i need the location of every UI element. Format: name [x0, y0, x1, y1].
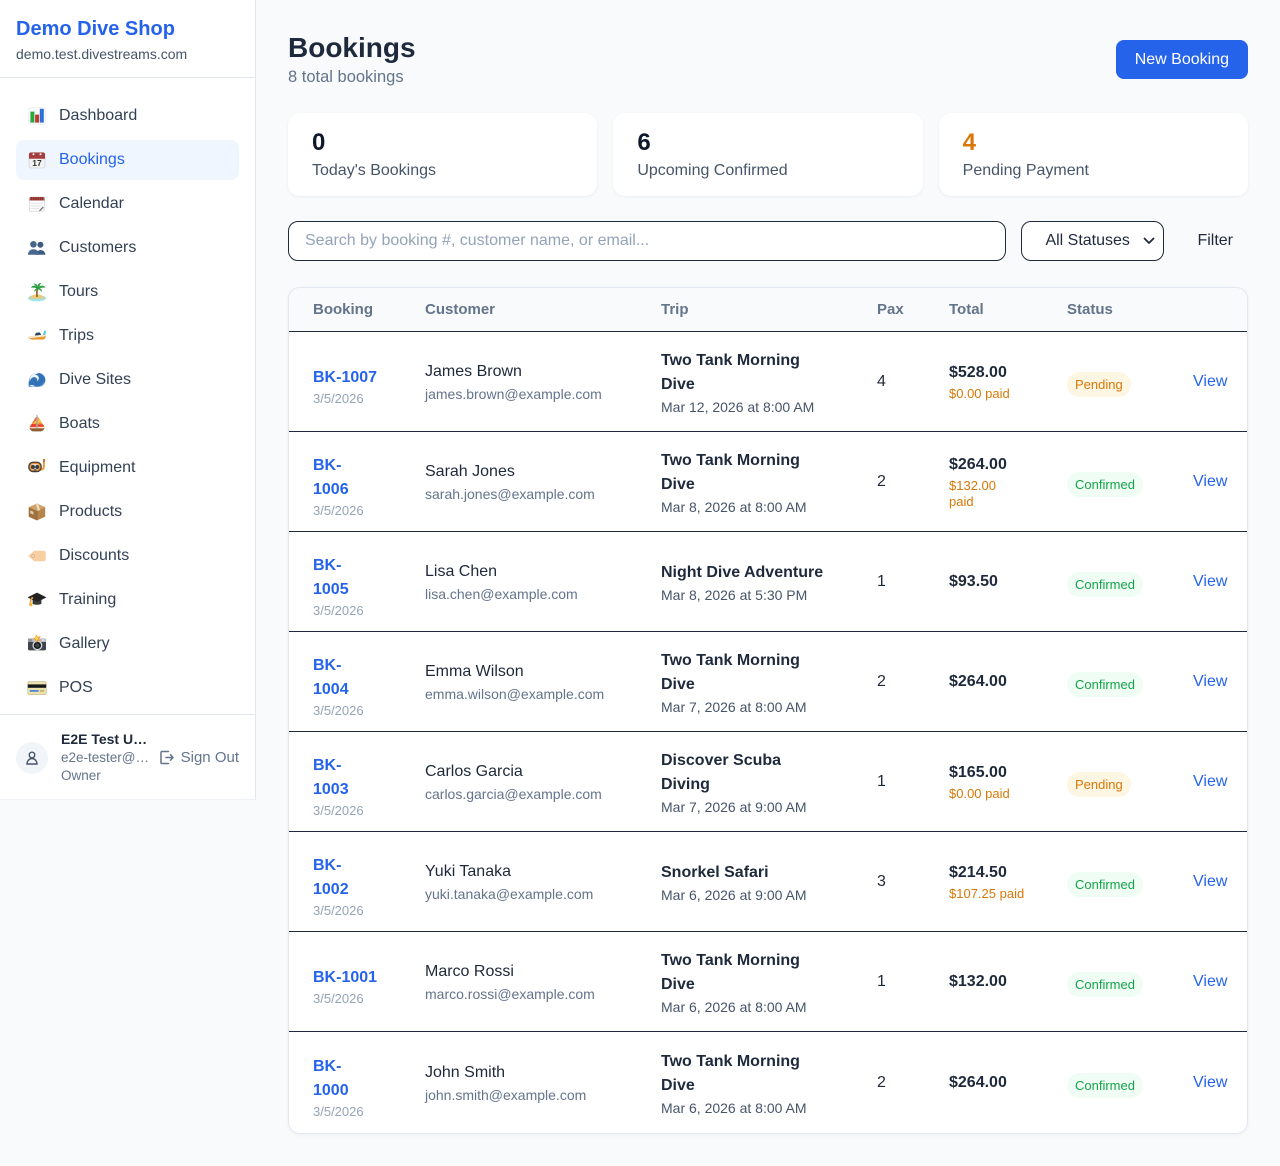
svg-text:17: 17: [32, 158, 42, 168]
